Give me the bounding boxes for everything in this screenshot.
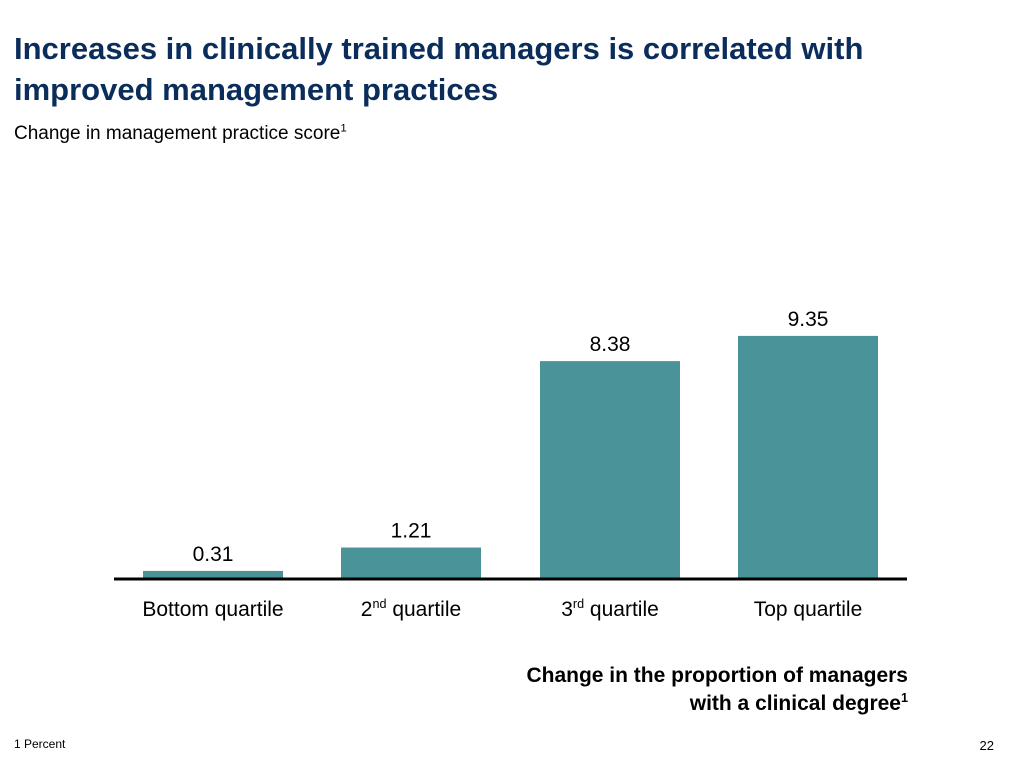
bar-2 bbox=[341, 547, 481, 579]
x-axis-label-line-2-text: with a clinical degree bbox=[689, 692, 901, 715]
bar-3 bbox=[540, 361, 680, 579]
x-axis-label: Change in the proportion of managers wit… bbox=[526, 662, 908, 718]
category-label-text: Bottom quartile bbox=[142, 598, 284, 621]
x-axis-label-line-2: with a clinical degree1 bbox=[526, 690, 908, 718]
value-label-4: 9.35 bbox=[788, 308, 829, 331]
x-axis-label-line-1: Change in the proportion of managers bbox=[526, 664, 908, 687]
category-label-text: 3 bbox=[561, 598, 573, 621]
category-label-ordinal: nd bbox=[372, 597, 387, 611]
value-label-1: 0.31 bbox=[193, 543, 234, 566]
bar-1 bbox=[143, 570, 283, 579]
footnote: 1 Percent bbox=[14, 737, 66, 751]
chart-subtitle: Change in management practice score1 bbox=[14, 122, 347, 146]
value-label-3: 8.38 bbox=[590, 333, 631, 356]
category-label-ordinal: rd bbox=[572, 597, 585, 611]
subtitle-text: Change in management practice score bbox=[14, 123, 341, 144]
category-label-1: Bottom quartile bbox=[113, 596, 313, 624]
category-label-suffix: quartile bbox=[386, 598, 462, 621]
category-label-text: 2 bbox=[360, 598, 373, 621]
x-axis-label-footnote-marker: 1 bbox=[900, 691, 908, 705]
page-number: 22 bbox=[979, 738, 994, 753]
category-label-2: 2nd quartile bbox=[311, 596, 511, 624]
category-labels: Bottom quartile 2nd quartile 3rd quartile T… bbox=[0, 596, 1024, 626]
value-label-2: 1.21 bbox=[391, 520, 432, 543]
subtitle-footnote-marker: 1 bbox=[340, 122, 347, 135]
category-label-3: 3rd quartile bbox=[510, 596, 710, 624]
slide-title: Increases in clinically trained managers… bbox=[14, 31, 864, 107]
bar-4 bbox=[738, 335, 878, 579]
category-label-text: Top quartile bbox=[753, 598, 863, 621]
category-label-suffix: quartile bbox=[584, 598, 659, 621]
category-label-4: Top quartile bbox=[708, 596, 908, 624]
